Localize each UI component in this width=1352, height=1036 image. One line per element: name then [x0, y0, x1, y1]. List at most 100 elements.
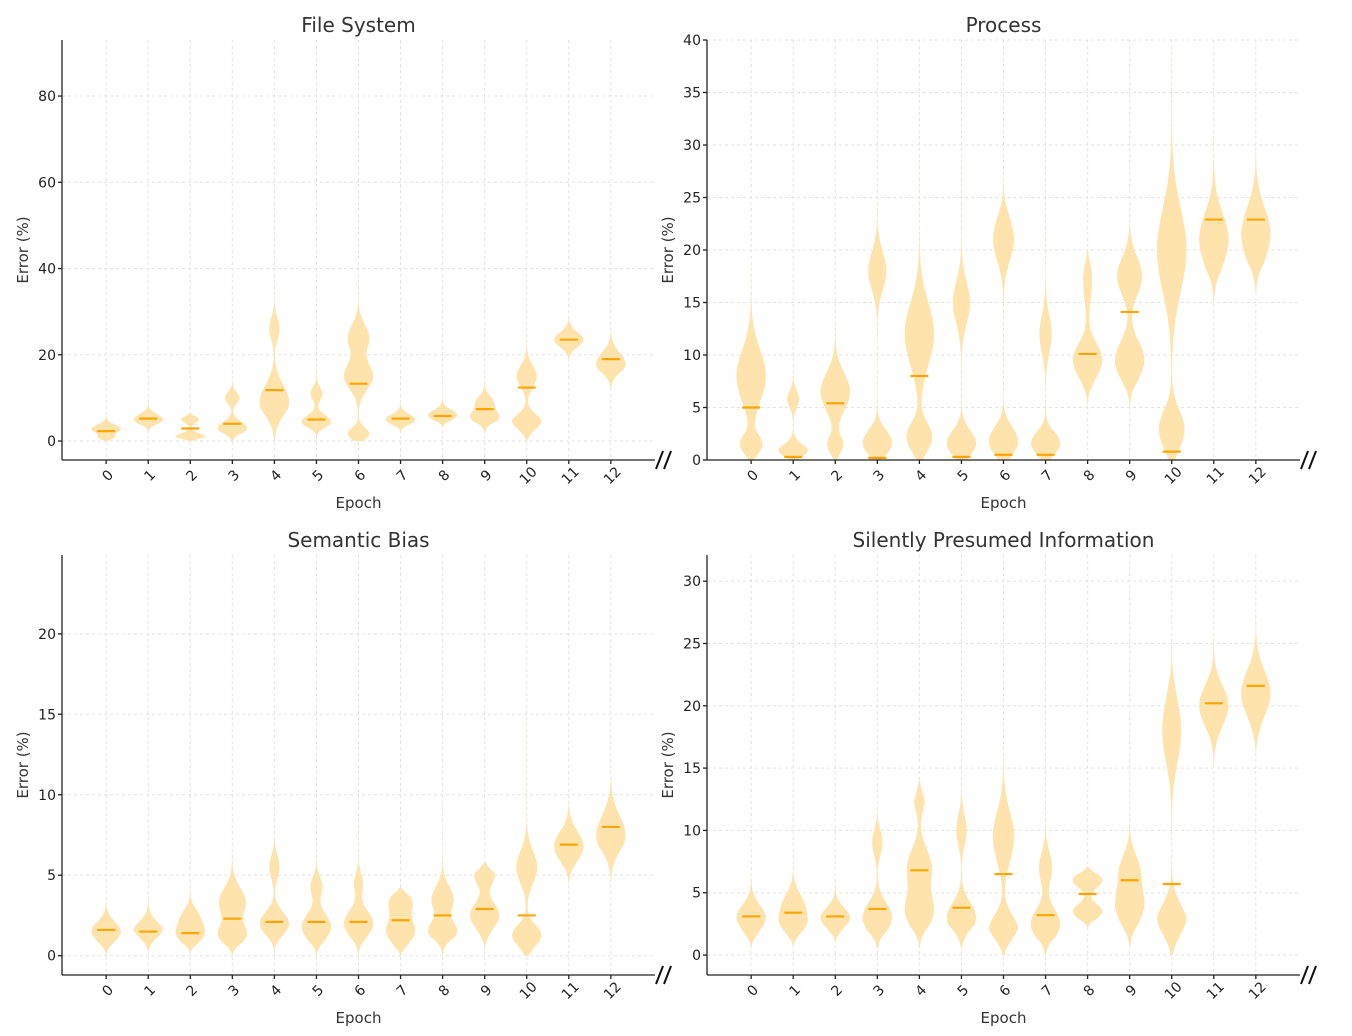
- x-tick-label: 1: [786, 467, 804, 485]
- violin-epoch-8: [427, 802, 458, 956]
- x-tick-label: 9: [478, 467, 496, 485]
- x-tick-label: 11: [559, 464, 583, 488]
- y-tick-label: 40: [38, 262, 56, 278]
- violin-epoch-5: [946, 755, 977, 949]
- violin-epoch-5: [946, 155, 977, 460]
- violin-epoch-1: [778, 365, 808, 460]
- violin-epoch-10: [1157, 647, 1187, 956]
- violin-epoch-9: [470, 862, 500, 951]
- x-tick-label: 4: [268, 982, 286, 1000]
- y-tick-label: 15: [683, 296, 701, 312]
- x-tick-label: 4: [268, 467, 286, 485]
- x-tick-label: 8: [1081, 467, 1099, 485]
- x-axis-label: Epoch: [981, 494, 1027, 512]
- violin-epoch-10: [512, 264, 542, 441]
- axis-break-mark: [663, 965, 672, 985]
- violin-epoch-1: [133, 359, 163, 433]
- x-tick-label: 5: [955, 982, 973, 1000]
- axis-break-mark: [1308, 450, 1317, 470]
- x-tick-label: 11: [1204, 979, 1228, 1003]
- x-tick-label: 3: [871, 467, 889, 485]
- violin-epoch-4: [904, 780, 935, 949]
- x-tick-label: 8: [436, 467, 454, 485]
- x-tick-label: 1: [786, 982, 804, 1000]
- violin-epoch-11: [554, 311, 584, 364]
- violin-epoch-5: [301, 350, 332, 437]
- x-tick-label: 0: [99, 982, 117, 1000]
- y-tick-label: 10: [38, 788, 56, 804]
- y-tick-label: 20: [683, 243, 701, 259]
- y-tick-label: 20: [683, 699, 701, 715]
- x-tick-label: 2: [183, 467, 201, 485]
- x-tick-label: 0: [744, 467, 762, 485]
- panel-title: File System: [301, 13, 415, 37]
- x-tick-label: 5: [955, 467, 973, 485]
- y-tick-label: 5: [692, 401, 701, 417]
- y-tick-label: 20: [38, 348, 56, 364]
- violin-epoch-10: [1157, 45, 1187, 461]
- violin-epoch-0: [736, 849, 766, 949]
- violin-epoch-0: [91, 406, 121, 441]
- x-axis-label: Epoch: [336, 1009, 382, 1027]
- x-tick-label: 9: [478, 982, 496, 1000]
- violin-epoch-2: [175, 413, 205, 441]
- violin-epoch-0: [91, 875, 121, 956]
- x-tick-label: 8: [436, 982, 454, 1000]
- violin-epoch-2: [820, 302, 850, 460]
- y-tick-label: 0: [47, 949, 56, 965]
- violin-epoch-3: [217, 851, 247, 956]
- violin-epoch-4: [259, 802, 290, 956]
- y-tick-label: 25: [683, 636, 701, 652]
- y-tick-label: 25: [683, 191, 701, 207]
- x-tick-label: 9: [1123, 467, 1141, 485]
- x-tick-label: 7: [1039, 982, 1057, 1000]
- x-tick-label: 10: [517, 979, 541, 1003]
- x-tick-label: 7: [1039, 467, 1057, 485]
- panel-title: Process: [966, 13, 1042, 37]
- x-tick-label: 7: [394, 467, 412, 485]
- violin-epoch-2: [175, 875, 205, 953]
- violin-epoch-3: [217, 363, 247, 441]
- x-tick-label: 3: [871, 982, 889, 1000]
- y-tick-label: 0: [692, 453, 701, 469]
- violin-epoch-5: [301, 843, 332, 956]
- violin-epoch-12: [1241, 599, 1271, 756]
- violin-epoch-6: [343, 818, 374, 956]
- x-tick-label: 12: [1246, 979, 1270, 1003]
- x-tick-label: 10: [517, 464, 541, 488]
- violin-epoch-2: [820, 877, 850, 943]
- axis-break-mark: [655, 450, 664, 470]
- x-tick-label: 2: [828, 982, 846, 1000]
- violin-epoch-11: [554, 706, 584, 889]
- x-tick-label: 1: [141, 982, 159, 1000]
- x-axis-label: Epoch: [981, 1009, 1027, 1027]
- y-tick-label: 0: [692, 948, 701, 964]
- y-tick-label: 5: [692, 886, 701, 902]
- violin-epoch-7: [1030, 229, 1061, 460]
- violin-epoch-9: [470, 341, 500, 433]
- x-tick-label: 2: [183, 982, 201, 1000]
- violin-epoch-12: [596, 234, 626, 390]
- x-tick-label: 12: [601, 464, 625, 488]
- x-tick-label: 0: [744, 982, 762, 1000]
- x-tick-label: 2: [828, 467, 846, 485]
- violin-epoch-11: [1199, 631, 1229, 769]
- violin-epoch-11: [1199, 50, 1229, 303]
- violin-epoch-9: [1115, 213, 1145, 408]
- axis-break-mark: [655, 965, 664, 985]
- panel-title: Semantic Bias: [287, 528, 429, 552]
- violin-epoch-1: [778, 842, 808, 949]
- violin-epoch-9: [1115, 761, 1145, 949]
- x-tick-label: 9: [1123, 982, 1141, 1000]
- x-tick-label: 1: [141, 467, 159, 485]
- violin-epoch-6: [988, 743, 1019, 956]
- y-tick-label: 15: [38, 707, 56, 723]
- violin-epoch-1: [133, 778, 163, 951]
- x-tick-label: 0: [99, 467, 117, 485]
- y-tick-label: 60: [38, 175, 56, 191]
- x-tick-label: 11: [1204, 464, 1228, 488]
